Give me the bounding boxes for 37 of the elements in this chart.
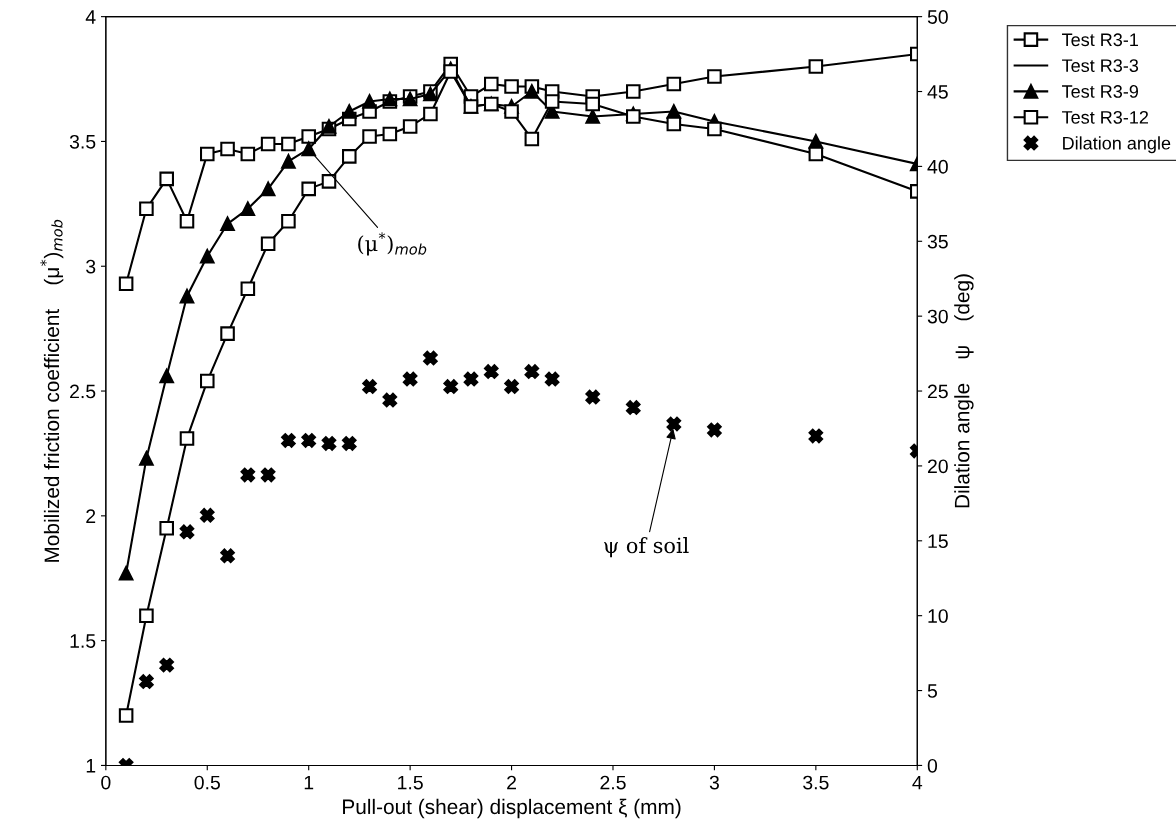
x-tick-label: 2.5 — [600, 775, 626, 790]
legend-label: Dilation angle — [1063, 136, 1171, 154]
y-tick-label: 3.5 — [69, 134, 96, 149]
x-tick-label: 1 — [304, 775, 314, 790]
x-tick-label: 2 — [507, 775, 516, 790]
annotation: ψ of soil — [604, 537, 689, 558]
y-tick-label: 2 — [86, 509, 96, 523]
y-tick-label: 3 — [86, 259, 96, 274]
x-tick-label: 3.5 — [803, 775, 829, 790]
legend-label: Test R3-9 — [1062, 85, 1139, 98]
y2-axis-title: Dilation angle ψ (deg) — [954, 274, 974, 508]
y-tick-label: 1 — [86, 759, 96, 773]
y2-tick-label: 30 — [927, 309, 948, 324]
y2-tick-label: 15 — [928, 534, 948, 549]
y2-tick-label: 40 — [927, 159, 948, 174]
y2-tick-label: 20 — [927, 459, 948, 474]
x-tick-label: 1.5 — [398, 775, 423, 790]
x-axis-title: Pull-out (shear) displacement ξ (mm) — [343, 798, 681, 819]
y2-tick-label: 25 — [927, 384, 948, 399]
x-tick-label: 0.5 — [194, 775, 220, 790]
y-tick-label: 1.5 — [70, 634, 96, 648]
x-tick-label: 0 — [101, 775, 111, 790]
legend-label: Test R3-3 — [1062, 59, 1139, 73]
legend-label: Test R3-1 — [1062, 33, 1138, 47]
x-tick-label: 4 — [912, 775, 923, 790]
x-tick-label: 3 — [709, 775, 719, 790]
y2-tick-label: 10 — [928, 609, 948, 623]
annotation: (μ$^{*}$)$_{mob}$ — [358, 232, 427, 256]
y-tick-label: 4 — [85, 10, 96, 24]
y2-tick-label: 35 — [927, 234, 948, 249]
y2-tick-label: 0 — [927, 758, 938, 773]
y2-tick-label: 45 — [927, 85, 948, 99]
y2-tick-label: 5 — [927, 684, 937, 698]
y-axis-title: Mobilized friction coefficient (μ$^{*}$)$_{mob}$ — [40, 219, 64, 562]
legend-label: Test R3-12 — [1062, 110, 1149, 124]
y-tick-label: 2.5 — [70, 384, 96, 399]
y2-tick-label: 50 — [927, 10, 948, 24]
